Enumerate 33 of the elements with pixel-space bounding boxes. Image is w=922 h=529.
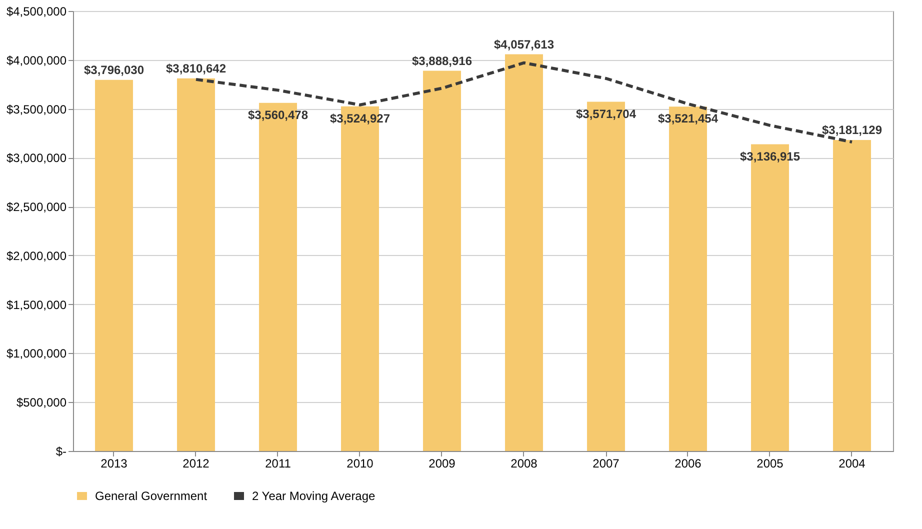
x-tick-label: 2010 [346, 456, 374, 470]
y-tick-label: $1,500,000 [6, 298, 67, 312]
x-tick-label: 2008 [510, 456, 538, 470]
y-tick-label: $2,000,000 [6, 248, 67, 263]
y-tick-label: $500,000 [16, 396, 67, 410]
y-tick-label: $4,500,000 [6, 4, 67, 18]
y-tick-label: $- [56, 444, 66, 458]
data-label: $4,057,613 [494, 37, 554, 52]
x-tick-label: 2012 [182, 456, 210, 470]
legend-label: General Government [95, 489, 208, 503]
y-tick-label: $1,000,000 [6, 346, 67, 361]
y-tick-label: $3,000,000 [6, 151, 67, 166]
bar [177, 78, 215, 451]
x-tick-label: 2004 [838, 456, 866, 470]
data-label: $3,181,129 [822, 122, 882, 137]
data-label: $3,136,915 [740, 149, 800, 164]
x-tick-label: 2005 [756, 456, 784, 470]
x-tick-label: 2011 [265, 456, 292, 470]
data-label: $3,796,030 [84, 62, 144, 77]
x-tick-label: 2013 [100, 456, 128, 470]
y-tick-label: $4,000,000 [6, 53, 67, 68]
data-label: $3,888,916 [412, 54, 472, 68]
bar [505, 54, 543, 451]
bar [833, 140, 871, 451]
y-tick-label: $3,500,000 [6, 102, 67, 116]
x-tick-label: 2009 [428, 456, 456, 470]
data-label: $3,810,642 [166, 61, 226, 76]
bar [423, 70, 461, 451]
legend-label: 2 Year Moving Average [252, 489, 376, 503]
bar [95, 80, 133, 451]
y-tick-label: $2,500,000 [6, 200, 67, 214]
x-tick-label: 2007 [592, 456, 620, 470]
x-tick-label: 2006 [674, 456, 702, 470]
